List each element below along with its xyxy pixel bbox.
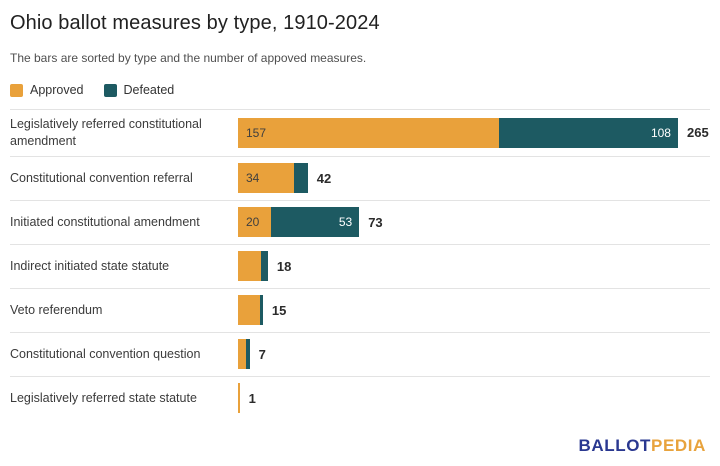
chart-row: Veto referendum 15	[10, 287, 710, 332]
defeated-segment	[294, 163, 308, 194]
approved-segment	[238, 339, 247, 370]
bar-area: 34 42	[238, 163, 710, 194]
total-value-label: 15	[271, 302, 287, 318]
category-label: Constitutional convention referral	[10, 170, 193, 185]
approved-segment: 34	[238, 163, 295, 194]
approved-segment	[238, 295, 260, 326]
category-label: Initiated constitutional amendment	[10, 214, 200, 229]
chart-row: Constitutional convention referral 34 42	[10, 155, 710, 200]
total-value-label: 265	[686, 125, 709, 141]
stacked-bar: 157 108	[238, 117, 678, 148]
chart-row: Legislatively referred state statute 1	[10, 375, 710, 420]
bar-area: 157 108 265	[238, 117, 710, 148]
bar-area: 1	[238, 383, 710, 414]
legend-item-approved: Approved	[10, 83, 84, 97]
bar-area: 20 53 73	[238, 207, 710, 238]
defeated-segment	[261, 251, 268, 282]
bar-area: 18	[238, 251, 710, 282]
stacked-bar-chart: Legislatively referred constitutional am…	[10, 109, 710, 420]
defeated-swatch-icon	[103, 83, 117, 97]
approved-value-label: 34	[246, 171, 260, 186]
approved-segment: 20	[238, 207, 272, 238]
approved-segment: 157	[238, 117, 499, 148]
total-value-label: 42	[316, 170, 332, 186]
stacked-bar: 34	[238, 163, 308, 194]
legend-label-defeated: Defeated	[123, 83, 175, 97]
total-value-label: 73	[368, 214, 383, 230]
ballotpedia-logo: BALLOTPEDIA	[579, 436, 707, 456]
total-value-label: 18	[276, 258, 292, 274]
chart-row: Constitutional convention question 7	[10, 331, 710, 376]
bar-area: 7	[238, 339, 710, 370]
approved-value-label: 157	[246, 125, 267, 140]
logo-pedia-text: PEDIA	[651, 436, 706, 455]
category-label: Constitutional convention question	[10, 346, 201, 361]
legend-label-approved: Approved	[30, 83, 84, 97]
approved-segment	[238, 251, 262, 282]
chart-row: Legislatively referred constitutional am…	[10, 109, 710, 156]
legend-item-defeated: Defeated	[103, 83, 175, 97]
defeated-value-label: 53	[338, 215, 353, 230]
category-label: Veto referendum	[10, 302, 103, 317]
approved-value-label: 20	[246, 215, 260, 230]
stacked-bar	[238, 251, 268, 282]
approved-swatch-icon	[10, 83, 23, 97]
category-label: Legislatively referred state statute	[10, 390, 197, 405]
approved-segment	[238, 383, 240, 414]
category-label: Indirect initiated state statute	[10, 258, 170, 273]
stacked-bar	[238, 339, 250, 370]
logo-ballot-text: BALLOT	[578, 436, 652, 455]
defeated-segment: 53	[271, 207, 360, 238]
stacked-bar: 20 53	[238, 207, 360, 238]
chart-row: Indirect initiated state statute 18	[10, 243, 710, 288]
chart-row: Initiated constitutional amendment 20 53 73	[10, 199, 710, 244]
chart-title: Ohio ballot measures by type, 1910-2024	[10, 12, 380, 34]
defeated-value-label: 108	[650, 125, 671, 140]
stacked-bar	[238, 295, 263, 326]
stacked-bar	[238, 383, 240, 414]
bar-area: 15	[238, 295, 710, 326]
defeated-segment	[259, 295, 263, 326]
total-value-label: 1	[248, 390, 256, 406]
defeated-segment: 108	[498, 117, 678, 148]
legend: Approved Defeated	[10, 83, 710, 97]
chart-subtitle: The bars are sorted by type and the numb…	[10, 51, 367, 65]
category-label: Legislatively referred constitutional am…	[10, 117, 202, 148]
total-value-label: 7	[258, 346, 266, 362]
defeated-segment	[246, 339, 250, 370]
